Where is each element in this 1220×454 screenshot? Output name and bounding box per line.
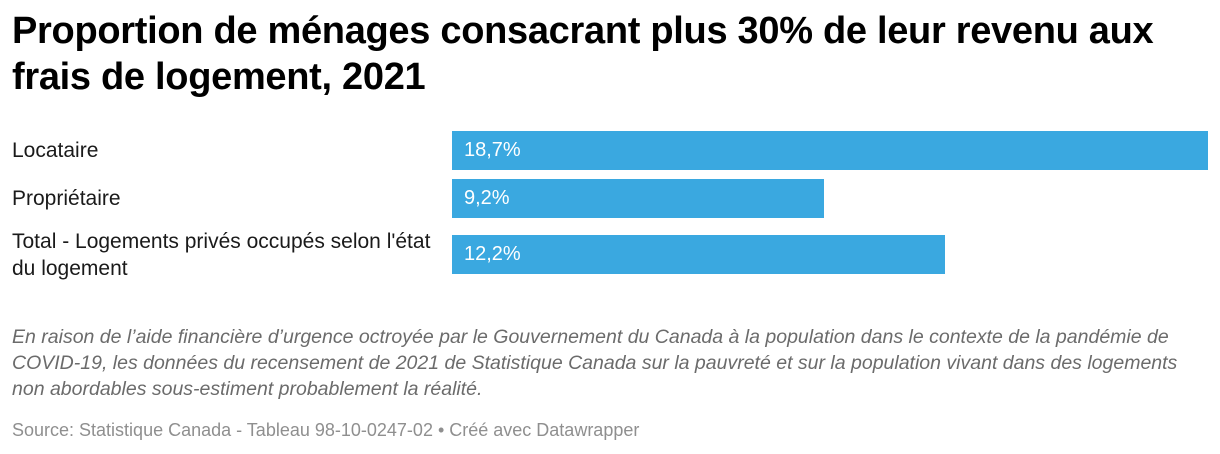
chart-source: Source: Statistique Canada - Tableau 98-… [12,420,640,440]
bar-value-label-locataire: 18,7% [464,139,521,161]
chart-note: En raison de l’aide financière d’urgence… [12,326,1178,400]
bar-value-label-total: 12,2% [464,243,521,265]
bar-chart: Locataire 18,7% Propriétaire 9,2% Total - Lo… [12,131,1208,280]
bar-locataire [452,131,1208,170]
bar-proprietaire [452,179,824,218]
bar-total [452,235,946,274]
row-label-proprietaire: Propriétaire [12,187,121,210]
row-label-locataire: Locataire [12,139,99,162]
row-label-total: Total - Logements privés occupés selon l… [12,229,431,280]
chart-title: Proportion de ménages consacrant plus 30… [12,10,1154,98]
bar-value-label-proprietaire: 9,2% [464,187,510,209]
